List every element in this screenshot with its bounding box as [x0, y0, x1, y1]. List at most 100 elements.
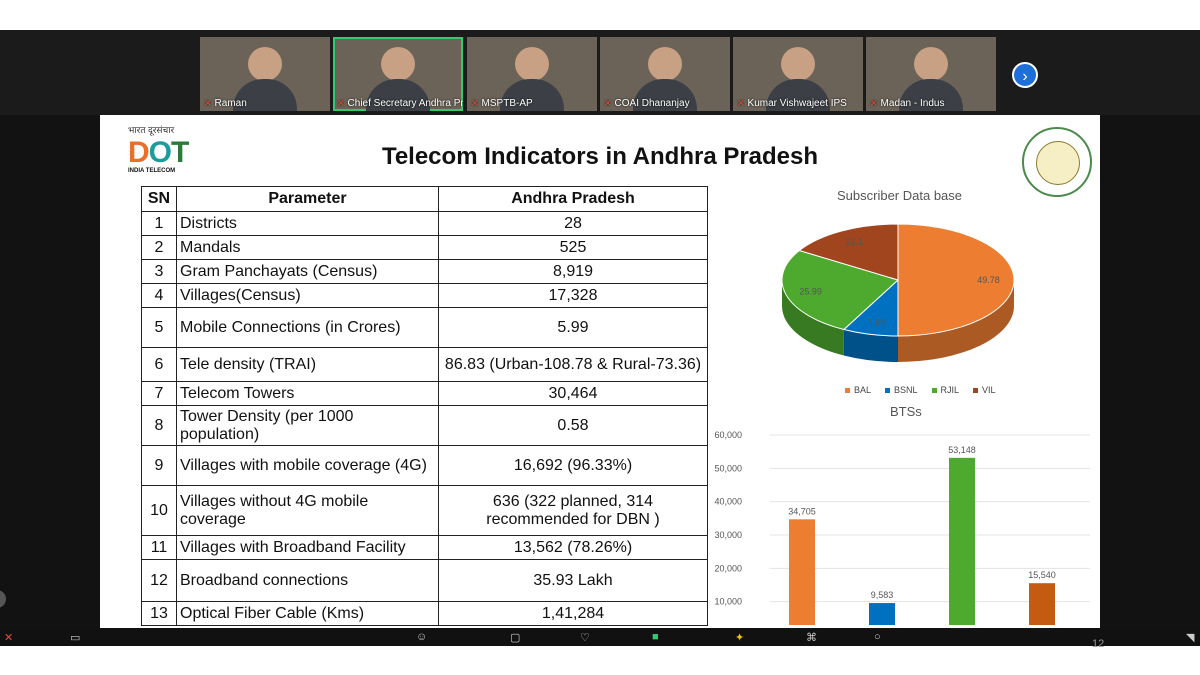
participant-name: ✕ Madan - Indus: [870, 98, 945, 109]
y-tick-label: 40,000: [714, 497, 742, 507]
value-cell: 0.58: [438, 405, 708, 446]
participant-tile[interactable]: ✕ Kumar Vishwajeet IPS: [733, 37, 863, 111]
sn-cell: 3: [141, 259, 177, 284]
legend-entry: BAL: [845, 385, 871, 395]
table-row: 6 Tele density (TRAI) 86.83 (Urban-108.78 …: [141, 347, 708, 382]
parameter-cell: Mandals: [176, 235, 439, 260]
participant-video: [781, 47, 815, 81]
sn-cell: 5: [141, 307, 177, 348]
pie-legend: BAL BSNL RJIL VIL: [845, 385, 1010, 395]
parameter-cell: Villages with mobile coverage (4G): [176, 445, 439, 486]
table-header-row: SN Parameter Andhra Pradesh: [141, 186, 708, 212]
table-row: 13 Optical Fiber Cable (Kms) 1,41,284: [141, 601, 708, 626]
legend-swatch: [845, 388, 850, 393]
participants-icon[interactable]: ☺: [416, 631, 428, 643]
participant-tile[interactable]: ✕ Chief Secretary Andhra Pr...: [333, 37, 463, 111]
pie-slice: [798, 223, 899, 281]
leave-icon[interactable]: ○: [874, 631, 881, 643]
pie-slice-side: [782, 280, 844, 356]
table-row: 7 Telecom Towers 30,464: [141, 381, 708, 406]
participant-name: ✕ COAI Dhananjay: [604, 98, 690, 109]
end-icon[interactable]: ◥: [1186, 632, 1195, 644]
parameter-cell: Villages with Broadband Facility: [176, 535, 439, 560]
participant-name: ✕ MSPTB-AP: [471, 98, 533, 109]
table-row: 11 Villages with Broadband Facility 13,562…: [141, 535, 708, 560]
participant-video: [914, 47, 948, 81]
pie-slice-side: [898, 280, 1014, 362]
indicators-table: SN Parameter Andhra Pradesh 1 Districts 28…: [141, 186, 708, 626]
pie-data-label: 25.99: [799, 286, 822, 296]
parameter-cell: Tower Density (per 1000 population): [176, 405, 439, 446]
y-tick-label: 20,000: [714, 563, 742, 573]
reactions-icon[interactable]: ♡: [580, 632, 590, 644]
parameter-cell: Tele density (TRAI): [176, 347, 439, 382]
value-cell: 525: [438, 235, 708, 260]
participant-tile[interactable]: ✕ Raman: [200, 37, 330, 111]
bar: [789, 519, 815, 625]
table-row: 5 Mobile Connections (in Crores) 5.99: [141, 307, 708, 348]
parameter-cell: Optical Fiber Cable (Kms): [176, 601, 439, 626]
more-icon[interactable]: ⌘: [806, 632, 817, 644]
y-tick-label: 30,000: [714, 530, 742, 540]
table-row: 4 Villages(Census) 17,328: [141, 283, 708, 308]
y-tick-label: 60,000: [714, 430, 742, 440]
parameter-cell: Villages without 4G mobile coverage: [176, 485, 439, 536]
table-row: 12 Broadband connections 35.93 Lakh: [141, 559, 708, 602]
legend-entry: VIL: [973, 385, 996, 395]
ap-government-emblem: [1022, 127, 1092, 197]
sn-cell: 9: [141, 445, 177, 486]
legend-swatch: [973, 388, 979, 393]
mic-muted-icon: ✕: [604, 98, 612, 108]
dot-logo: भारत दूरसंचार DOT INDIA TELECOM: [128, 123, 208, 174]
mic-muted-icon: ✕: [737, 98, 745, 108]
legend-entry: BSNL: [885, 385, 918, 395]
bts-bar-chart: 60,000 50,000 40,000 30,000 20,000 10,000 34,7…: [714, 430, 1090, 625]
pie-slice: [897, 223, 1015, 337]
pie-data-label: 49.78: [977, 275, 1000, 285]
participant-video: [515, 47, 549, 81]
logo-wordmark: DOT: [128, 136, 189, 169]
value-cell: 8,919: [438, 259, 708, 284]
chat-icon[interactable]: ▢: [510, 632, 521, 644]
participant-video: [381, 47, 415, 81]
share-screen-icon[interactable]: ■: [652, 631, 659, 643]
pie-data-label: 7.69: [867, 317, 885, 327]
sn-cell: 8: [141, 405, 177, 446]
value-cell: 30,464: [438, 381, 708, 406]
value-cell: 16,692 (96.33%): [438, 445, 708, 486]
table-row: 1 Districts 28: [141, 211, 708, 236]
participant-tile[interactable]: ✕ MSPTB-AP: [467, 37, 597, 111]
side-panel-toggle[interactable]: [0, 590, 6, 608]
sn-cell: 13: [141, 601, 177, 626]
bar-data-label: 53,148: [948, 445, 976, 455]
y-tick-label: 10,000: [714, 597, 742, 607]
bar: [1029, 583, 1055, 625]
table-row: 8 Tower Density (per 1000 population) 0.58: [141, 405, 708, 446]
sn-cell: 11: [141, 535, 177, 560]
value-cell: 5.99: [438, 307, 708, 348]
sn-cell: 2: [141, 235, 177, 260]
parameter-cell: Broadband connections: [176, 559, 439, 602]
parameter-cell: Telecom Towers: [176, 381, 439, 406]
mic-muted-icon: ✕: [870, 98, 878, 108]
y-tick-label: 50,000: [714, 463, 742, 473]
table-row: 9 Villages with mobile coverage (4G) 16,69…: [141, 445, 708, 486]
mic-off-icon[interactable]: ✕: [4, 632, 14, 644]
participant-tile[interactable]: ✕ Madan - Indus: [866, 37, 996, 111]
participant-name: ✕ Chief Secretary Andhra Pr...: [337, 98, 463, 109]
meeting-toolbar: [0, 628, 1200, 646]
bar-data-label: 15,540: [1028, 570, 1056, 580]
sn-cell: 4: [141, 283, 177, 308]
apps-icon[interactable]: ✦: [735, 632, 745, 644]
participant-tile[interactable]: ✕ COAI Dhananjay: [600, 37, 730, 111]
next-participants-button[interactable]: ›: [1012, 62, 1038, 88]
column-header: Parameter: [176, 186, 439, 212]
slide-title: Telecom Indicators in Andhra Pradesh: [381, 143, 819, 170]
value-cell: 86.83 (Urban-108.78 & Rural-73.36): [438, 347, 708, 382]
right-margin: [1100, 115, 1200, 628]
table-row: 3 Gram Panchayats (Census) 8,919: [141, 259, 708, 284]
column-header: Andhra Pradesh: [438, 186, 708, 212]
parameter-cell: Districts: [176, 211, 439, 236]
camera-icon[interactable]: ▭: [70, 632, 81, 644]
participant-video: [248, 47, 282, 81]
